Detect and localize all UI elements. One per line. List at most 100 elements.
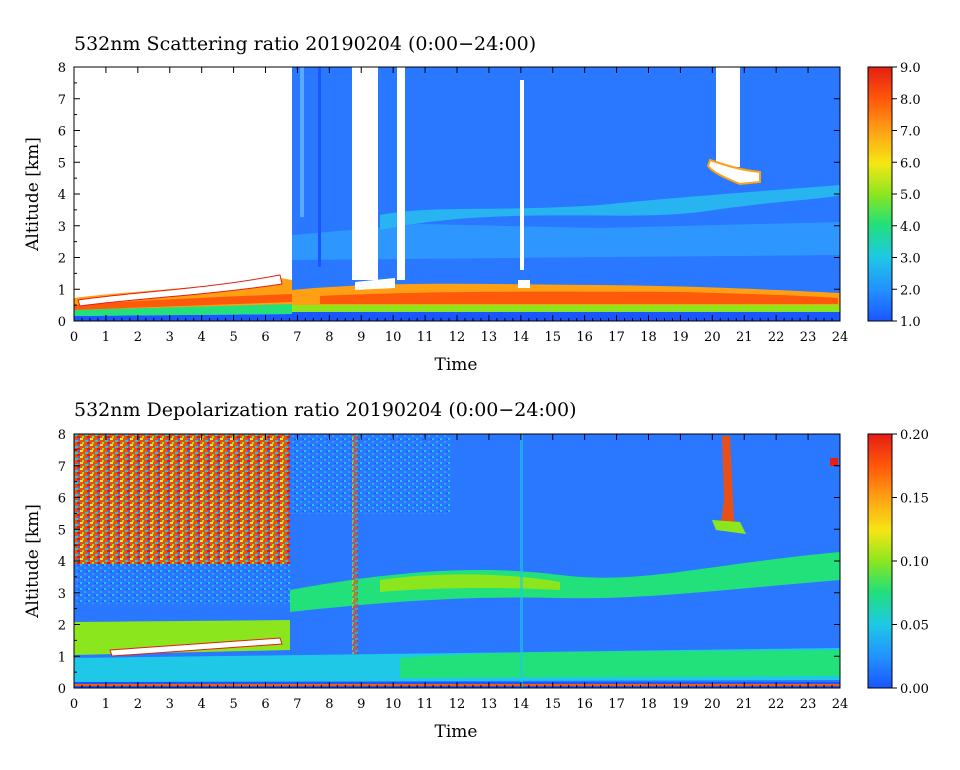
scattering-ratio-panel: 532nm Scattering ratio 20190204 (0:00−24… [23,33,921,375]
colorbar-tick-label: 0.15 [900,492,929,507]
x-tick-label: 5 [229,697,237,712]
x-tick-label: 6 [261,330,269,345]
x-tick-label: 15 [544,330,561,345]
x-tick-label: 24 [832,330,849,345]
x-tick-label: 17 [608,330,625,345]
x-tick-label: 16 [576,697,593,712]
y-tick-label: 1 [58,283,66,298]
x-tick-label: 5 [229,330,237,345]
x-tick-label: 22 [768,697,785,712]
upper-cloud [720,436,744,532]
x-tick-label: 9 [357,330,365,345]
x-tick-label: 8 [325,697,333,712]
colorbar-tick-label: 9.0 [900,61,921,76]
y-tick-label: 2 [58,252,66,267]
x-tick-label: 11 [417,330,434,345]
x-tick-label: 9 [357,697,365,712]
x-tick-label: 2 [134,330,142,345]
colorbar-tick-label: 7.0 [900,125,921,140]
x-tick-label: 19 [672,330,689,345]
y-axis-label: Altitude [km] [23,504,43,619]
cloud-contour [109,637,283,657]
x-tick-label: 4 [198,330,206,345]
morning-blue [74,314,292,321]
x-tick-label: 1 [102,330,110,345]
x-tick-label: 12 [449,330,466,345]
x-tick-label: 3 [166,330,174,345]
speck [830,458,838,466]
y-tick-label: 5 [58,523,66,538]
elevated-layer [380,185,840,230]
cloud-top-contour [355,278,395,290]
x-tick-label: 22 [768,330,785,345]
streak [352,434,358,654]
x-tick-label: 17 [608,697,625,712]
colorbar [867,433,893,689]
y-tick-label: 3 [58,220,66,235]
y-axis-label: Altitude [km] [23,137,43,252]
cloud-top-contour [518,280,530,288]
x-tick-label: 23 [800,330,817,345]
y-ticks: 0 1 2 3 4 5 6 7 8 [58,61,840,330]
x-tick-label: 13 [481,330,498,345]
x-tick-label: 6 [261,697,269,712]
colorbar-tick-label: 4.0 [900,220,921,235]
y-tick-label: 6 [58,492,66,507]
heatmap-plot-area [74,67,840,321]
upper-cloud [706,158,761,186]
colorbar-tick-label: 0.00 [900,682,929,697]
x-tick-label: 14 [513,697,530,712]
x-tick-label: 21 [736,697,753,712]
x-tick-label: 18 [640,330,657,345]
y-tick-label: 0 [58,315,66,330]
colorbar [867,66,893,322]
x-ticks: 0 1 2 3 4 5 6 7 8 9 10 11 12 13 14 15 16 17 18 19 20 21 22 23 24 [70,67,848,345]
morning-green [74,304,292,316]
x-tick-label: 0 [70,330,78,345]
x-tick-label: 16 [576,330,593,345]
y-tick-label: 7 [58,460,66,475]
y-tick-label: 6 [58,125,66,140]
noisy-region [74,434,290,564]
x-tick-label: 7 [293,697,301,712]
colorbar-tick-label: 1.0 [900,315,921,330]
streak [318,67,321,267]
colorbar-tick-label: 3.0 [900,252,921,267]
x-tick-label: 2 [134,697,142,712]
clear-gap [520,80,524,270]
dust-layer-core [380,574,560,592]
y-tick-label: 5 [58,156,66,171]
dust-layer [290,552,840,612]
clear-gap [352,67,378,280]
x-tick-label: 20 [704,330,721,345]
x-tick-label: 10 [385,330,402,345]
x-tick-label: 11 [417,697,434,712]
y-tick-label: 2 [58,619,66,634]
x-tick-label: 23 [800,697,817,712]
colorbar-ticks: 0.00 0.05 0.10 0.15 0.20 [892,428,929,697]
streak [520,434,523,688]
y-ticks: 0 1 2 3 4 5 6 7 8 [58,428,840,697]
y-tick-label: 8 [58,428,66,443]
x-tick-label: 10 [385,697,402,712]
boundary-layer-core [320,291,838,304]
colorbar-tick-label: 0.20 [900,428,929,443]
chart-title: 532nm Scattering ratio 20190204 (0:00−24… [74,33,536,55]
x-tick-label: 24 [832,697,849,712]
colorbar-ticks: 1.0 2.0 3.0 4.0 5.0 6.0 7.0 8.0 9.0 [892,61,921,330]
heatmap-plot-area [74,434,840,688]
x-tick-label: 7 [293,330,301,345]
surface-green [292,305,840,312]
colorbar-tick-label: 6.0 [900,156,921,171]
y-tick-label: 4 [58,188,66,203]
colorbar-tick-label: 2.0 [900,283,921,298]
surface-blue [292,312,840,321]
x-tick-label: 21 [736,330,753,345]
streak [300,67,304,217]
x-tick-label: 15 [544,697,561,712]
x-tick-label: 14 [513,330,530,345]
lower-green [400,650,840,678]
chart-title: 532nm Depolarization ratio 20190204 (0:0… [74,399,576,421]
upper-cloud-edge [712,520,746,534]
